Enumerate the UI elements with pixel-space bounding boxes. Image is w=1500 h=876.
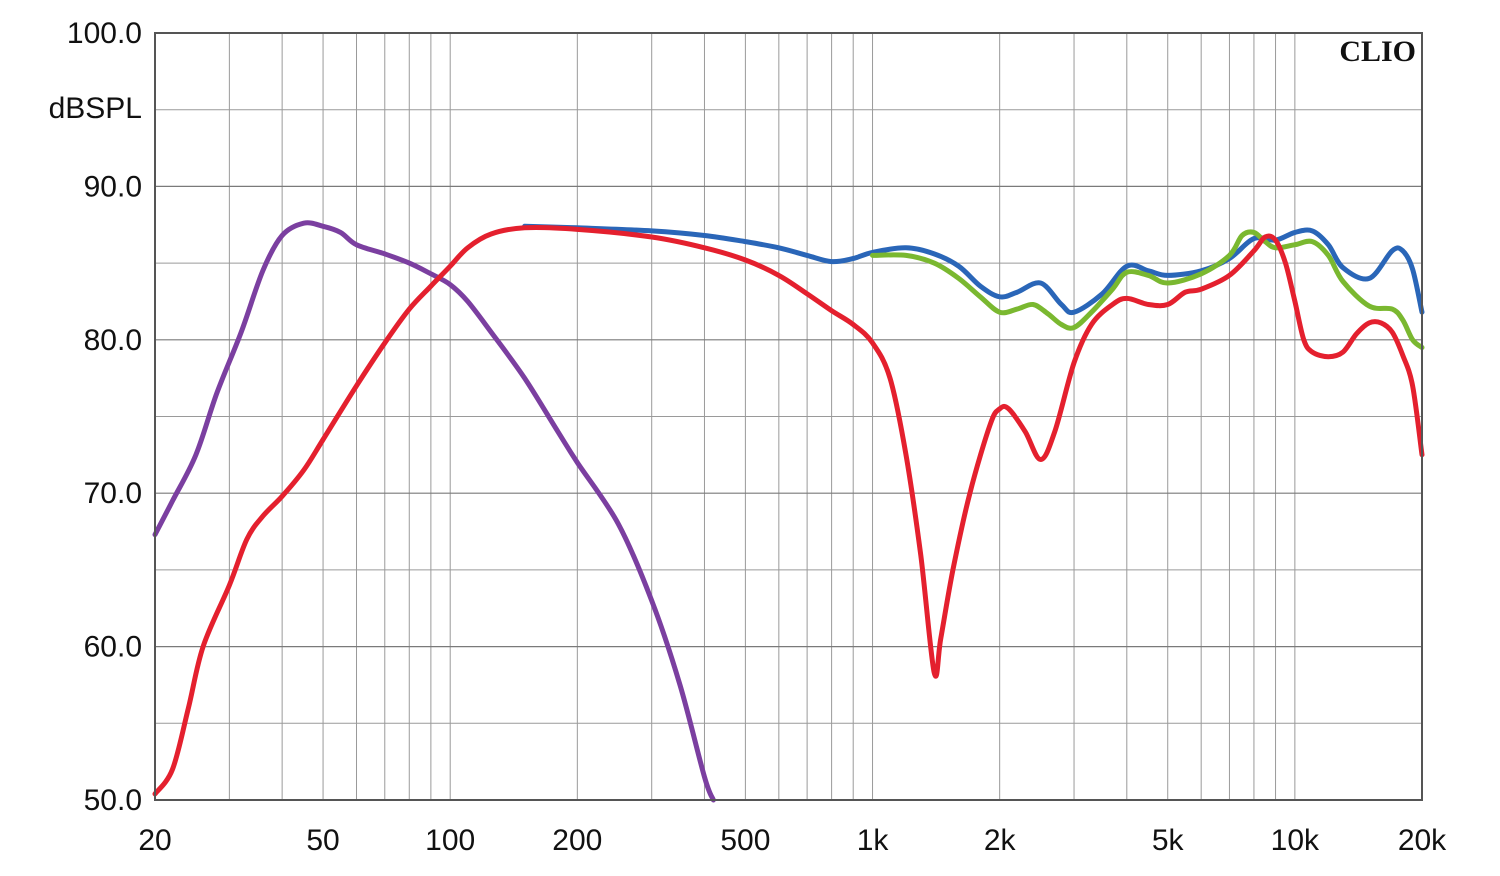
- x-tick-label: 1k: [857, 824, 890, 857]
- y-tick-label: 90.0: [84, 170, 142, 203]
- series-line-4: [152, 225, 1425, 797]
- series-lines: [152, 220, 1425, 803]
- y-tick-label: 70.0: [84, 477, 142, 510]
- y-axis-ticks: 50.0 60.0 70.0 80.0 90.0 100.0: [67, 17, 142, 817]
- x-tick-label: 5k: [1152, 824, 1185, 857]
- series-line-1: [152, 220, 716, 803]
- y-tick-label: 80.0: [84, 324, 142, 357]
- grid: [154, 32, 1423, 801]
- x-tick-label: 20k: [1398, 824, 1447, 857]
- x-tick-label: 10k: [1271, 824, 1320, 857]
- y-tick-label: 100.0: [67, 17, 142, 50]
- x-tick-label: 500: [720, 824, 770, 857]
- y-axis-unit-label: dBSPL: [49, 92, 142, 125]
- x-axis-ticks: 20 50 100 200 500 1k 2k 5k 10k 20k: [138, 824, 1447, 857]
- x-tick-label: 100: [425, 824, 475, 857]
- y-tick-label: 50.0: [84, 784, 142, 817]
- x-tick-label: 200: [552, 824, 602, 857]
- series-line-3: [870, 229, 1425, 350]
- y-tick-label: 60.0: [84, 631, 142, 664]
- x-tick-label: 20: [138, 824, 171, 857]
- brand-logo-text: CLIO: [1339, 35, 1416, 68]
- x-tick-label: 50: [306, 824, 339, 857]
- plot-frame: [154, 32, 1423, 801]
- x-tick-label: 2k: [984, 824, 1017, 857]
- series-line-2: [522, 223, 1425, 316]
